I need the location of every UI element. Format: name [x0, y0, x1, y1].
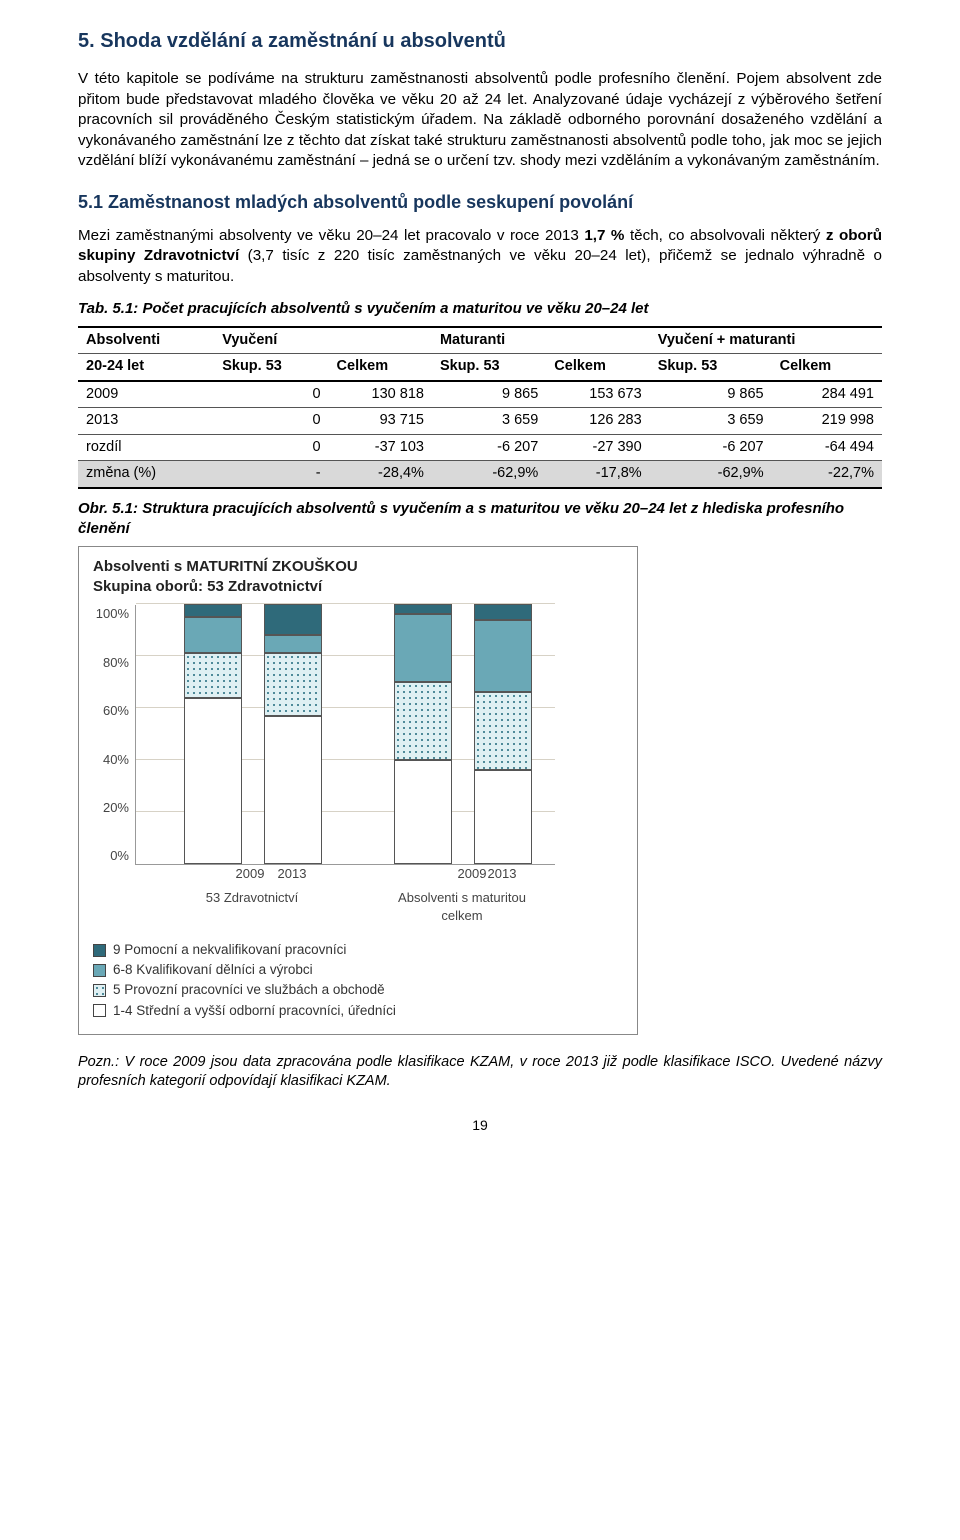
table-cell: 153 673	[546, 381, 649, 408]
table-cell: 284 491	[772, 381, 882, 408]
bar-segment	[474, 692, 532, 770]
table-cell: 3 659	[650, 408, 772, 435]
p2-pre: Mezi zaměstnanými absolventy ve věku 20–…	[78, 227, 584, 244]
bar-segment	[474, 604, 532, 620]
table-cell: rozdíl	[78, 434, 214, 461]
bar-segment	[184, 617, 242, 653]
table-cell: 9 865	[650, 381, 772, 408]
y-tick-label: 100%	[93, 605, 129, 623]
x-axis-labels: 2009201320092013	[135, 865, 555, 885]
table-cell: -27 390	[546, 434, 649, 461]
bar-segment	[264, 716, 322, 864]
group-labels: 53 Zdravotnictví Absolventi s maturitou c…	[135, 889, 555, 929]
y-axis: 0% 20% 40% 60% 80% 100%	[93, 605, 135, 865]
table-cell: 0	[214, 408, 328, 435]
legend: 9 Pomocní a nekvalifikovaní pracovníci 6-…	[93, 941, 623, 1020]
legend-swatch	[93, 1004, 106, 1017]
data-table: Absolventi Vyučení Maturanti Vyučení + m…	[78, 326, 882, 489]
legend-item: 6-8 Kvalifikovaní dělníci a výrobci	[93, 961, 623, 979]
y-tick-label: 20%	[93, 799, 129, 817]
paragraph-1: V této kapitole se podíváme na strukturu…	[78, 69, 882, 172]
th: Vyučení	[214, 327, 432, 354]
table-cell: 3 659	[432, 408, 546, 435]
table-caption: Tab. 5.1: Počet pracujících absolventů s…	[78, 299, 882, 319]
table-cell: -28,4%	[329, 461, 432, 488]
legend-item: 5 Provozní pracovníci ve službách a obch…	[93, 981, 623, 999]
bar-segment	[474, 770, 532, 864]
x-tick-label: 2013	[463, 865, 541, 883]
table-cell: -62,9%	[432, 461, 546, 488]
y-tick-label: 60%	[93, 702, 129, 720]
bar-segment	[264, 635, 322, 653]
th: Maturanti	[432, 327, 650, 354]
th: Celkem	[772, 354, 882, 381]
table-cell: 0	[214, 434, 328, 461]
paragraph-2: Mezi zaměstnanými absolventy ve věku 20–…	[78, 226, 882, 288]
table-cell: -62,9%	[650, 461, 772, 488]
table-cell: -6 207	[432, 434, 546, 461]
chart-title: Absolventi s MATURITNÍ ZKOUŠKOU	[93, 557, 623, 577]
p2-mid: těch, co absolvovali některý	[624, 227, 825, 244]
table-cell: změna (%)	[78, 461, 214, 488]
p2-bold-pct: 1,7 %	[584, 227, 624, 244]
table-cell: 93 715	[329, 408, 432, 435]
bar-segment	[394, 760, 452, 864]
table-cell: -17,8%	[546, 461, 649, 488]
table-cell: 130 818	[329, 381, 432, 408]
subsection-heading: 5.1 Zaměstnanost mladých absolventů podl…	[78, 190, 882, 214]
table-cell: 219 998	[772, 408, 882, 435]
bar-segment	[394, 604, 452, 614]
page-number: 19	[78, 1116, 882, 1135]
bar-segment	[184, 653, 242, 697]
bar-segment	[184, 604, 242, 617]
th: Skup. 53	[214, 354, 328, 381]
x-tick-label: 2013	[253, 865, 331, 883]
figure-caption: Obr. 5.1: Struktura pracujících absolven…	[78, 499, 882, 540]
plot-area	[135, 605, 555, 865]
table-cell: -37 103	[329, 434, 432, 461]
legend-label: 5 Provozní pracovníci ve službách a obch…	[113, 981, 385, 999]
bar-segment	[184, 698, 242, 864]
bar-segment	[394, 614, 452, 682]
table-cell: 2009	[78, 381, 214, 408]
legend-swatch	[93, 964, 106, 977]
th: 20-24 let	[78, 354, 214, 381]
legend-item: 1-4 Střední a vyšší odborní pracovníci, …	[93, 1002, 623, 1020]
th: Celkem	[546, 354, 649, 381]
th: Skup. 53	[650, 354, 772, 381]
table-cell: 126 283	[546, 408, 649, 435]
legend-swatch	[93, 944, 106, 957]
chart-subtitle: Skupina oborů: 53 Zdravotnictví	[93, 577, 623, 597]
table-cell: -64 494	[772, 434, 882, 461]
th: Skup. 53	[432, 354, 546, 381]
table-cell: -	[214, 461, 328, 488]
y-tick-label: 40%	[93, 751, 129, 769]
legend-label: 1-4 Střední a vyšší odborní pracovníci, …	[113, 1002, 396, 1020]
table-cell: -22,7%	[772, 461, 882, 488]
table-cell: 0	[214, 381, 328, 408]
bar-segment	[264, 604, 322, 635]
y-tick-label: 0%	[93, 847, 129, 865]
legend-item: 9 Pomocní a nekvalifikovaní pracovníci	[93, 941, 623, 959]
legend-swatch	[93, 984, 106, 997]
footnote: Pozn.: V roce 2009 jsou data zpracována …	[78, 1053, 882, 1092]
table-cell: 9 865	[432, 381, 546, 408]
bar-segment	[394, 682, 452, 760]
table-cell: 2013	[78, 408, 214, 435]
bar-segment	[474, 620, 532, 693]
legend-label: 9 Pomocní a nekvalifikovaní pracovníci	[113, 941, 346, 959]
section-heading: 5. Shoda vzdělání a zaměstnání u absolve…	[78, 28, 882, 55]
y-tick-label: 80%	[93, 654, 129, 672]
table-cell: -6 207	[650, 434, 772, 461]
chart-box: Absolventi s MATURITNÍ ZKOUŠKOU Skupina …	[78, 546, 638, 1035]
th: Absolventi	[78, 327, 214, 354]
th: Celkem	[329, 354, 432, 381]
th: Vyučení + maturanti	[650, 327, 882, 354]
legend-label: 6-8 Kvalifikovaní dělníci a výrobci	[113, 961, 313, 979]
group-label: 53 Zdravotnictví	[173, 889, 331, 907]
bar-segment	[264, 653, 322, 715]
group-label: Absolventi s maturitou celkem	[383, 889, 541, 924]
